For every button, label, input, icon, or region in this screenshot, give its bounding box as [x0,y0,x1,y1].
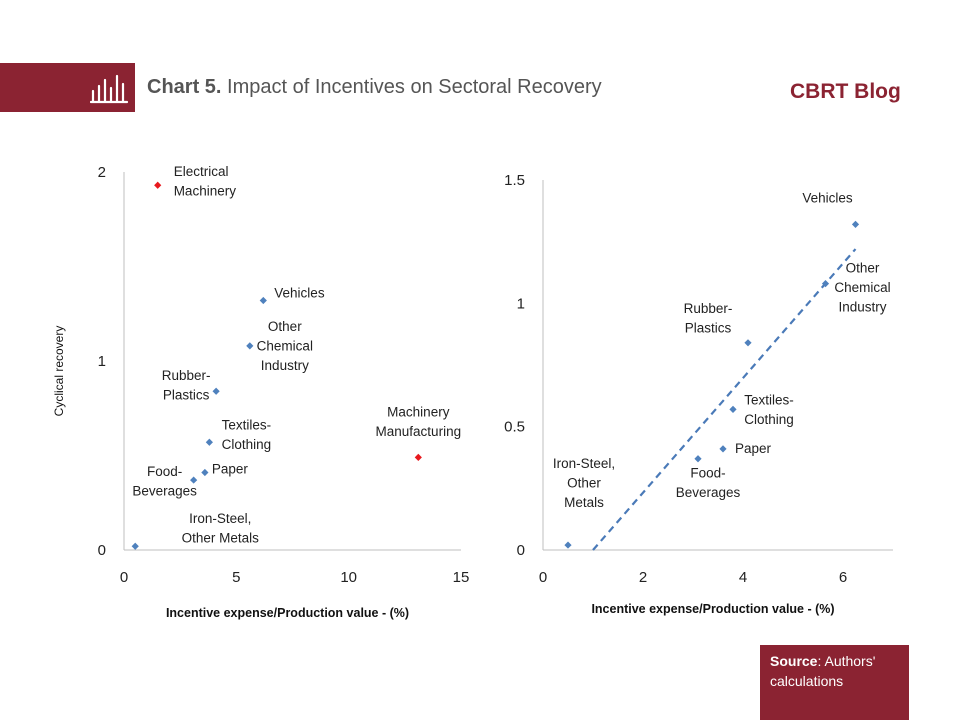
source-box: Source: Authors' calculations [760,645,909,720]
data-label: Electrical Machinery [174,164,237,199]
trendline [592,248,857,551]
title-prefix: Chart 5. [147,76,222,98]
x-axis-title: Incentive expense/Production value - (%) [166,606,409,620]
data-label: Other Chemical Industry [834,261,890,315]
data-label: Food-Beverages [676,466,741,501]
data-point [719,445,727,453]
data-point [246,342,254,350]
title-text: Impact of Incentives on Sectoral Recover… [221,76,602,98]
y-tick-label: 0 [517,542,525,559]
x-tick-label: 4 [739,569,747,586]
data-label: Food-Beverages [132,464,197,499]
brand-label: CBRT Blog [790,80,901,103]
page-title: Chart 5. Impact of Incentives on Sectora… [147,76,602,99]
y-tick-label: 0 [98,542,106,559]
data-point [131,542,139,550]
source-label: Source [770,653,818,669]
data-point [851,220,860,228]
x-tick-label: 10 [340,569,357,586]
y-tick-label: 1.5 [504,172,525,189]
data-label: Paper [735,441,772,456]
data-point [154,181,162,189]
data-point [414,453,422,461]
y-axis-title: Cyclical recovery [52,326,66,417]
data-label: Iron-Steel, Other Metals [553,456,615,510]
data-point [821,280,830,288]
bar-chart-icon [90,74,129,104]
data-label: Rubber-Plastics [684,301,733,336]
x-tick-label: 6 [839,569,847,586]
x-tick-label: 0 [539,569,547,586]
data-point [694,455,702,463]
data-point [564,541,572,549]
y-tick-label: 2 [98,164,106,181]
data-point [729,405,737,413]
x-axis-title: Incentive expense/Production value - (%) [591,602,834,616]
data-label: Textiles-Clothing [744,392,794,427]
x-tick-label: 0 [120,569,128,586]
x-tick-label: 2 [639,569,647,586]
data-label: Vehicles [274,286,325,301]
y-tick-label: 1 [517,295,525,312]
header-band [0,63,135,112]
data-point [259,296,267,305]
y-tick-label: 1 [98,353,106,370]
source-text: : Authors' calculations [770,653,876,689]
data-label: Other Chemical Industry [257,319,313,373]
chart-2: 0 0.5 1 1.5 0 2 4 6 Incentive expense/Production… [504,172,893,616]
data-label: Textiles-Clothing [222,417,272,452]
data-label: Rubber-Plastics [162,368,211,403]
chart-1: 0 1 2 0 5 10 15 Incentive expense/Production va… [52,164,469,620]
data-point [201,468,209,477]
x-tick-label: 5 [232,569,240,586]
data-label: Vehicles [802,190,853,205]
data-point [190,476,198,484]
data-label: Iron-Steel, Other Metals [182,511,260,546]
y-tick-label: 0.5 [504,419,525,436]
data-point [744,339,752,347]
data-point [205,438,213,446]
data-label: Paper [212,462,249,477]
data-point [212,387,220,395]
data-label: Machinery Manufacturing [376,404,462,439]
x-tick-label: 15 [453,569,470,586]
